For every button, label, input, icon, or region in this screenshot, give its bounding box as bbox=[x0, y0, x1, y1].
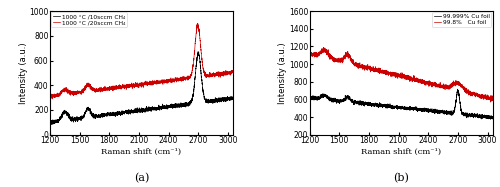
1000 °C /10sccm CH₄ bbox=[47, 119, 53, 121]
Text: (a): (a) bbox=[134, 173, 149, 183]
X-axis label: Raman shift (cm⁻¹): Raman shift (cm⁻¹) bbox=[102, 148, 182, 156]
99.999% Cu foil bbox=[488, 118, 494, 120]
1000 °C /10sccm CH₄ bbox=[68, 118, 74, 120]
99.8%   Cu foil bbox=[306, 53, 312, 55]
1000 °C /20sccm CH₄ bbox=[226, 72, 232, 74]
99.8%   Cu foil bbox=[490, 99, 496, 101]
Line: 99.8%   Cu foil: 99.8% Cu foil bbox=[310, 47, 492, 102]
99.999% Cu foil bbox=[338, 99, 344, 101]
99.8%   Cu foil bbox=[385, 70, 391, 73]
1000 °C /20sccm CH₄ bbox=[206, 73, 212, 76]
1000 °C /20sccm CH₄ bbox=[68, 91, 74, 93]
99.8%   Cu foil bbox=[320, 46, 326, 48]
99.8%   Cu foil bbox=[486, 97, 492, 99]
Y-axis label: Intensity (a.u.): Intensity (a.u.) bbox=[19, 42, 28, 104]
99.8%   Cu foil bbox=[338, 61, 344, 63]
1000 °C /20sccm CH₄ bbox=[117, 86, 123, 88]
X-axis label: Raman shift (cm⁻¹): Raman shift (cm⁻¹) bbox=[361, 148, 441, 156]
1000 °C /10sccm CH₄ bbox=[230, 96, 236, 98]
Legend: 99.999% Cu foil, 99.8%   Cu foil: 99.999% Cu foil, 99.8% Cu foil bbox=[432, 12, 492, 27]
99.8%   Cu foil bbox=[377, 71, 383, 73]
99.8%   Cu foil bbox=[328, 57, 334, 59]
99.999% Cu foil bbox=[328, 98, 334, 100]
99.999% Cu foil bbox=[306, 98, 312, 100]
1000 °C /10sccm CH₄ bbox=[195, 50, 201, 53]
1000 °C /20sccm CH₄ bbox=[47, 96, 53, 98]
Y-axis label: Intensity (a.u.): Intensity (a.u.) bbox=[278, 42, 287, 104]
99.999% Cu foil bbox=[466, 114, 472, 117]
Line: 1000 °C /10sccm CH₄: 1000 °C /10sccm CH₄ bbox=[50, 52, 233, 124]
1000 °C /20sccm CH₄ bbox=[194, 22, 200, 24]
99.999% Cu foil bbox=[490, 116, 496, 119]
1000 °C /20sccm CH₄ bbox=[49, 98, 55, 100]
Line: 1000 °C /20sccm CH₄: 1000 °C /20sccm CH₄ bbox=[50, 23, 233, 99]
99.8%   Cu foil bbox=[488, 101, 494, 103]
1000 °C /10sccm CH₄ bbox=[79, 115, 85, 117]
1000 °C /10sccm CH₄ bbox=[226, 98, 232, 100]
1000 °C /10sccm CH₄ bbox=[117, 113, 123, 115]
99.8%   Cu foil bbox=[466, 93, 472, 95]
Text: (b): (b) bbox=[393, 173, 409, 183]
1000 °C /20sccm CH₄ bbox=[79, 91, 85, 94]
1000 °C /20sccm CH₄ bbox=[125, 87, 131, 89]
1000 °C /10sccm CH₄ bbox=[48, 123, 54, 125]
Legend: 1000 °C /10sccm CH₄, 1000 °C /20sccm CH₄: 1000 °C /10sccm CH₄, 1000 °C /20sccm CH₄ bbox=[51, 12, 127, 27]
99.999% Cu foil bbox=[377, 105, 383, 107]
99.999% Cu foil bbox=[486, 114, 492, 117]
99.999% Cu foil bbox=[454, 88, 460, 90]
1000 °C /20sccm CH₄ bbox=[230, 71, 236, 73]
99.999% Cu foil bbox=[384, 107, 390, 109]
1000 °C /10sccm CH₄ bbox=[125, 109, 131, 111]
1000 °C /10sccm CH₄ bbox=[206, 101, 212, 103]
Line: 99.999% Cu foil: 99.999% Cu foil bbox=[310, 89, 492, 119]
